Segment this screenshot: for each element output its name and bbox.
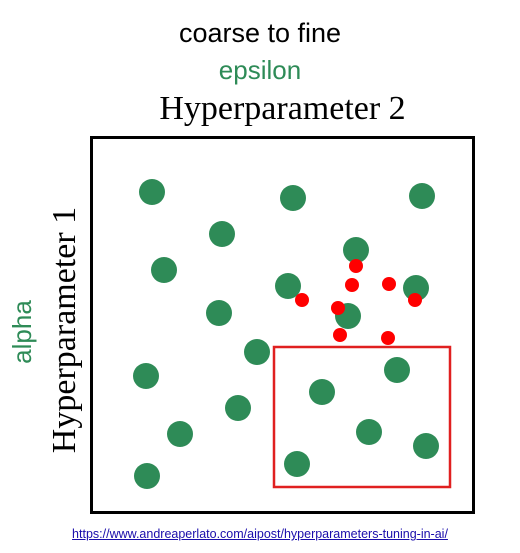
coarse-point [343, 237, 369, 263]
coarse-points [133, 179, 439, 489]
coarse-point [403, 275, 429, 301]
hyperparameter-1-label: Hyperparameter 1 [46, 206, 83, 454]
coarse-point [284, 451, 310, 477]
coarse-point [134, 463, 160, 489]
zoom-box [272, 345, 452, 489]
alpha-label: alpha [7, 300, 37, 364]
coarse-point [356, 419, 382, 445]
fine-point [349, 259, 363, 273]
fine-point [333, 328, 347, 342]
coarse-point [139, 179, 165, 205]
coarse-point [384, 357, 410, 383]
fine-point [295, 293, 309, 307]
coarse-point [309, 379, 335, 405]
coarse-point [167, 421, 193, 447]
plot-frame [90, 136, 475, 514]
coarse-point [225, 395, 251, 421]
coarse-point [280, 185, 306, 211]
coarse-point [409, 183, 435, 209]
fine-point [381, 331, 395, 345]
hyperparameter-2-label: Hyperparameter 2 [159, 90, 406, 127]
coarse-point [275, 273, 301, 299]
epsilon-label: epsilon [218, 55, 302, 85]
coarse-point [133, 363, 159, 389]
coarse-point [244, 339, 270, 365]
source-link[interactable]: https://www.andreaperlato.com/aipost/hyp… [72, 527, 448, 541]
coarse-point [413, 433, 439, 459]
fine-point [331, 301, 345, 315]
coarse-point [151, 257, 177, 283]
fine-point [345, 278, 359, 292]
fine-points [295, 259, 422, 345]
fine-point [382, 277, 396, 291]
diagram-title: coarse to fine [178, 18, 342, 48]
coarse-point [209, 221, 235, 247]
fine-point [408, 293, 422, 307]
coarse-point [206, 300, 232, 326]
scatter-plot [90, 136, 475, 514]
